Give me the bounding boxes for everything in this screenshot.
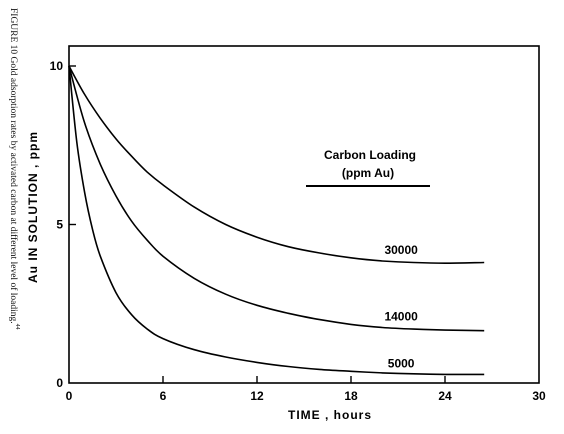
legend-subtitle: (ppm Au): [342, 166, 394, 180]
series-label-14000: 14000: [384, 309, 418, 323]
x-axis-title: TIME , hours: [288, 408, 372, 422]
x-tick-label: 6: [160, 389, 167, 403]
figure-caption: FIGURE 10 Gold adsorption rates by activ…: [8, 8, 20, 330]
x-tick-label: 12: [250, 389, 264, 403]
y-tick-label: 5: [56, 218, 63, 232]
y-tick-label: 10: [50, 59, 64, 73]
axis-ticks: 0 6 12 18 24 30 0 5 10: [50, 59, 546, 403]
series-line-5000: [68, 65, 485, 376]
x-tick-label: 24: [438, 389, 452, 403]
legend-title: Carbon Loading: [324, 148, 416, 162]
caption-reference: 44: [14, 323, 21, 330]
caption-text: FIGURE 10 Gold adsorption rates by activ…: [8, 8, 18, 324]
y-tick-label: 0: [56, 376, 63, 390]
series-label-5000: 5000: [388, 356, 415, 370]
series-line-30000: [68, 65, 485, 265]
x-tick-label: 18: [344, 389, 358, 403]
series-label-30000: 30000: [384, 243, 418, 257]
x-tick-label: 0: [66, 389, 73, 403]
series-line-14000: [68, 65, 485, 332]
series-group: [68, 65, 485, 376]
series-labels: 30000 14000 5000: [384, 243, 418, 371]
x-tick-label: 30: [532, 389, 546, 403]
y-axis-title: Au IN SOLUTION , ppm: [26, 131, 40, 283]
plot-frame: [68, 45, 540, 384]
